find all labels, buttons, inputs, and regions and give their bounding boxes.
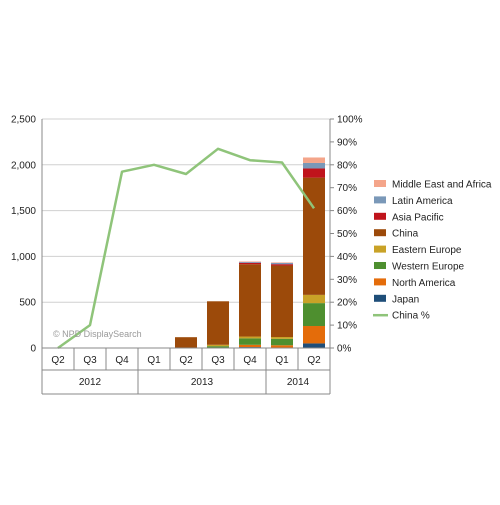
bars: [143, 157, 325, 349]
legend-label: Middle East and Africa: [392, 180, 492, 191]
x-tick-label: Q3: [211, 355, 225, 366]
legend-swatch: [374, 212, 386, 220]
legend-swatch: [374, 245, 386, 253]
y-right-tick-label: 70%: [337, 183, 357, 194]
bar-segment-middle-east-and-africa: [303, 157, 325, 163]
line-china-percent: [57, 147, 316, 350]
bar-segment-eastern-europe: [239, 336, 261, 339]
bar-segment-eastern-europe: [271, 337, 293, 339]
legend-swatch: [374, 278, 386, 286]
x-tick-label: Q1: [147, 355, 161, 366]
bar-segment-latin-america: [303, 162, 325, 169]
legend-swatch: [374, 262, 386, 269]
legend: Middle East and Africa Latin America Asia …: [373, 180, 492, 322]
x-tick-label: Q4: [243, 355, 257, 366]
y-left-tick-label: 2,000: [11, 160, 36, 171]
bar-segment-western-europe: [207, 346, 229, 348]
bar-segment-asia-pacific: [271, 264, 293, 266]
bar-segment-asia-pacific: [239, 262, 261, 265]
axes: 0 500 1,000 1,500 2,000 2,500 0% 10% 20% 30% 40% 50…: [11, 115, 363, 395]
bar-segment-china: [239, 264, 261, 337]
x-tick-label: Q3: [83, 355, 97, 366]
legend-label: China: [392, 229, 419, 240]
year-label: 2012: [79, 377, 102, 388]
y-left-tick-label: 1,500: [11, 206, 36, 217]
bar-segment-north-america: [303, 326, 325, 344]
y-right-tick-label: 50%: [337, 229, 357, 240]
legend-label: Eastern Europe: [392, 245, 462, 256]
bar-segment-china: [175, 337, 197, 348]
bar-segment-china: [207, 301, 229, 345]
y-right-tick-label: 90%: [337, 137, 357, 148]
legend-label: Japan: [392, 294, 419, 305]
watermark: © NPD DisplaySearch: [53, 329, 142, 339]
bar-segment-north-america: [271, 345, 293, 348]
y-left-tick-label: 500: [19, 298, 36, 309]
legend-swatch: [374, 294, 386, 302]
legend-label: China %: [392, 311, 430, 322]
y-right-tick-label: 40%: [337, 252, 357, 263]
y-right-tick-label: 0%: [337, 344, 352, 355]
bar-segment-western-europe: [271, 338, 293, 346]
bar-segment-asia-pacific: [303, 168, 325, 178]
y-right-tick-label: 60%: [337, 206, 357, 217]
bar-segment-eastern-europe: [207, 344, 229, 347]
y-right-tick-label: 10%: [337, 321, 357, 332]
legend-label: North America: [392, 278, 456, 289]
year-label: 2013: [191, 377, 214, 388]
y-right-tick-label: 20%: [337, 298, 357, 309]
bar-segment-middle-east-and-africa: [271, 262, 293, 263]
y-right-tick-label: 100%: [337, 115, 363, 126]
legend-label: Western Europe: [392, 262, 465, 273]
x-tick-label: Q4: [115, 355, 129, 366]
x-tick-label: Q1: [275, 355, 289, 366]
bar-segment-latin-america: [239, 261, 261, 263]
y-left-tick-label: 0: [30, 344, 36, 355]
bar-segment-china: [271, 265, 293, 338]
bar-segment-north-america: [239, 344, 261, 348]
x-tick-label: Q2: [51, 355, 65, 366]
bar-segment-western-europe: [303, 303, 325, 327]
year-label: 2014: [287, 377, 310, 388]
legend-swatch: [374, 196, 386, 204]
legend-label: Asia Pacific: [392, 212, 444, 223]
bar-segment-eastern-europe: [303, 294, 325, 304]
bar-segment-latin-america: [271, 262, 293, 265]
y-left-tick-label: 1,000: [11, 252, 36, 263]
y-right-tick-label: 80%: [337, 160, 357, 171]
y-right-tick-label: 30%: [337, 275, 357, 286]
china-share-line: [57, 147, 316, 350]
legend-swatch: [374, 229, 386, 237]
y-left-tick-label: 2,500: [11, 115, 36, 126]
legend-swatch: [374, 180, 386, 187]
bar-segment-china: [303, 177, 325, 295]
bar-segment-middle-east-and-africa: [239, 261, 261, 262]
bar-segment-japan: [303, 343, 325, 348]
x-tick-label: Q2: [307, 355, 321, 366]
x-tick-label: Q2: [179, 355, 193, 366]
legend-label: Latin America: [392, 196, 453, 207]
bar-segment-western-europe: [239, 338, 261, 345]
